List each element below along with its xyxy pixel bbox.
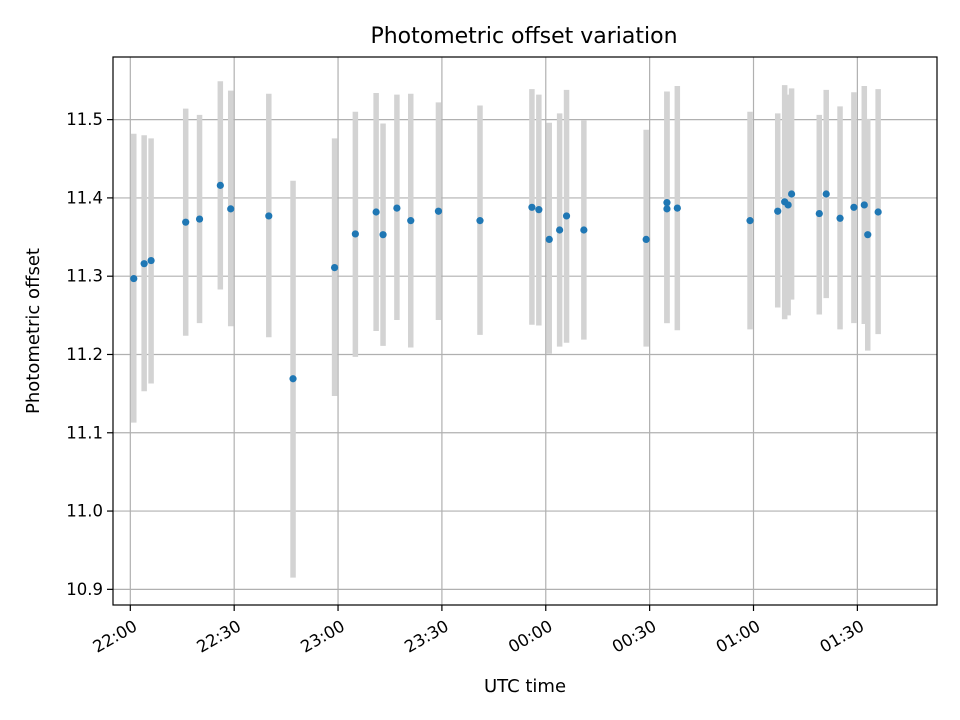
data-point [407,217,415,225]
data-point [140,260,148,268]
data-point [746,217,754,225]
y-tick-label: 10.9 [66,580,103,599]
data-point [476,217,484,225]
data-point [545,235,553,244]
y-tick-label: 11.5 [66,110,103,129]
data-point [864,231,872,239]
y-axis-label: Photometric offset [23,248,44,414]
data-point [351,230,359,238]
y-tick-label: 11.1 [66,423,103,442]
data-point [379,231,387,239]
data-point [130,274,138,283]
data-point [663,199,671,207]
data-point [265,212,273,220]
data-points [130,181,882,383]
data-point [216,181,224,189]
data-point [393,204,401,212]
data-point [562,212,571,220]
y-tick-label: 11.2 [66,345,103,364]
grid-lines [113,57,937,605]
data-point [535,206,543,214]
data-point [182,218,190,226]
data-point [860,201,868,209]
y-tick-label: 11.4 [66,188,103,207]
data-point [528,203,536,211]
data-point [147,256,155,265]
data-point [850,203,858,211]
data-point [227,205,235,213]
data-point [642,235,650,244]
data-point [289,375,297,383]
data-point [836,214,844,222]
data-point [434,207,443,215]
y-axis: 10.9 11.0 11.1 11.2 11.3 11.4 11.5 [66,110,113,599]
data-point [556,226,564,234]
data-point [580,226,588,234]
data-point [874,208,882,216]
data-point [784,201,792,209]
x-axis-label: UTC time [484,676,566,697]
data-point [195,215,204,223]
plot-frame [112,56,938,606]
y-tick-label: 11.3 [66,267,103,286]
y-tick-label: 11.0 [66,502,103,521]
chart-title: Photometric offset variation [370,24,677,49]
data-point [673,204,681,212]
data-point [372,208,380,216]
data-point [787,190,796,198]
data-point [774,207,782,215]
data-point [822,190,830,198]
data-point [330,263,339,272]
data-point [815,209,823,218]
data-point [663,205,671,213]
